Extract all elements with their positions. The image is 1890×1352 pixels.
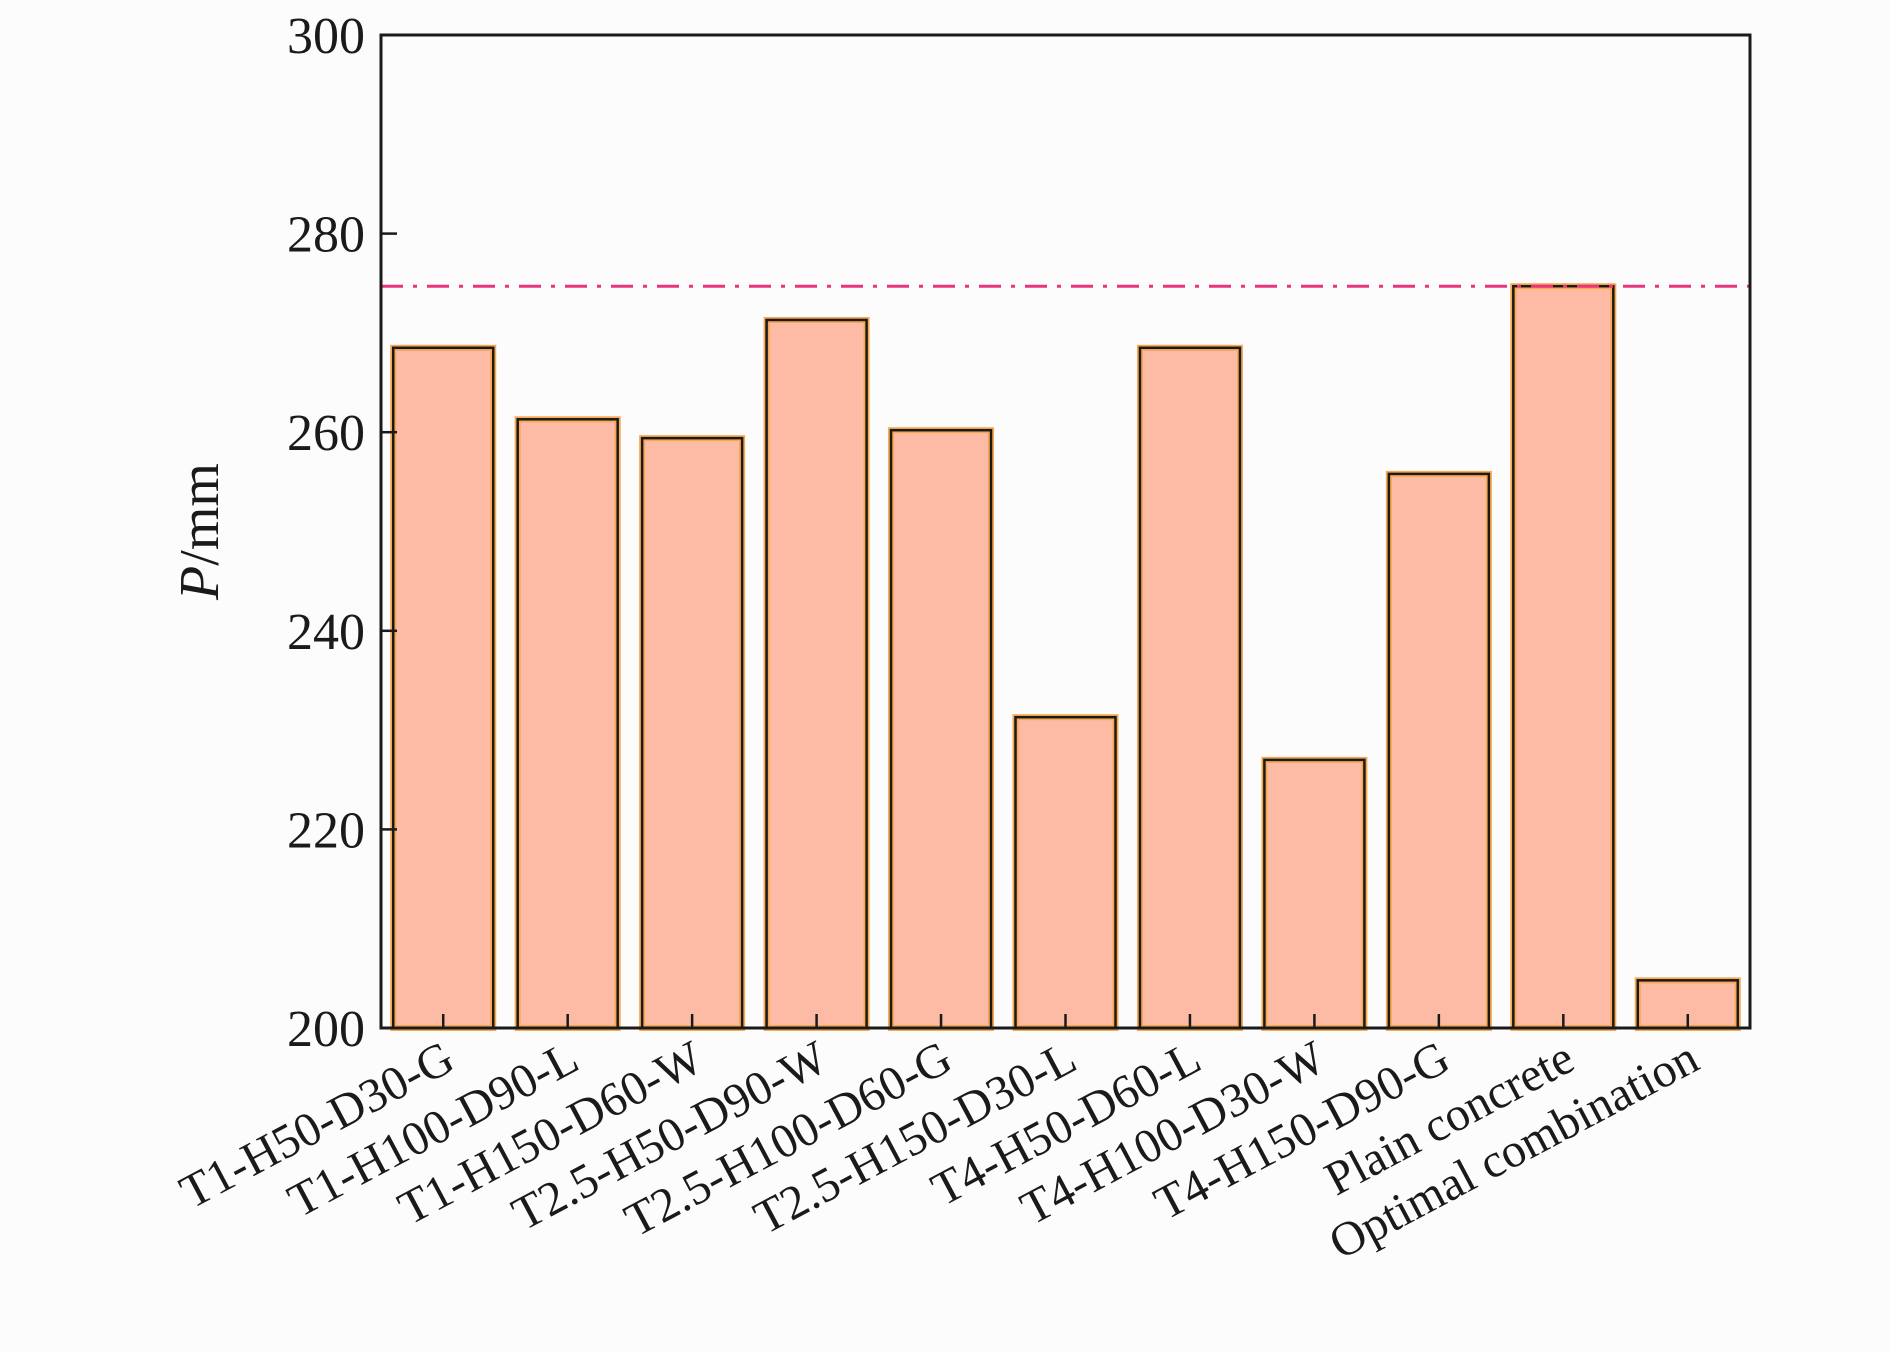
bar-fill bbox=[1136, 344, 1243, 1032]
bar-11 bbox=[1634, 977, 1741, 1031]
bar-fill bbox=[888, 427, 995, 1031]
plot-frame bbox=[379, 33, 1752, 1030]
bar-6 bbox=[1012, 714, 1119, 1031]
bar-7 bbox=[1136, 344, 1243, 1032]
y-tick-label: 300 bbox=[287, 8, 365, 65]
y-tick-label: 280 bbox=[287, 207, 365, 264]
y-axis-title: P/mm bbox=[169, 463, 231, 601]
bars bbox=[390, 283, 1741, 1032]
bar-fill bbox=[1261, 756, 1368, 1031]
y-tick-label: 200 bbox=[287, 1001, 365, 1058]
bar-fill bbox=[1510, 283, 1617, 1031]
y-tick-label: 240 bbox=[287, 604, 365, 661]
bar-fill bbox=[514, 416, 621, 1031]
bar-fill bbox=[639, 435, 746, 1031]
y-tick-label: 220 bbox=[287, 802, 365, 859]
bar-fill bbox=[390, 344, 497, 1032]
bar-2 bbox=[514, 416, 621, 1031]
bar-4 bbox=[763, 316, 870, 1031]
bar-fill bbox=[763, 316, 870, 1031]
y-axis-title-symbol: P bbox=[169, 566, 231, 601]
bar-8 bbox=[1261, 756, 1368, 1031]
bar-fill bbox=[1385, 470, 1492, 1031]
bar-5 bbox=[888, 427, 995, 1031]
y-axis-title-unit: /mm bbox=[169, 463, 231, 566]
y-tick-label: 260 bbox=[287, 405, 365, 462]
x-axis: T1-H50-D30-GT1-H100-D90-LT1-H150-D60-WT2… bbox=[172, 1031, 1707, 1270]
bar-3 bbox=[639, 435, 746, 1031]
bar-9 bbox=[1385, 470, 1492, 1031]
bar-1 bbox=[390, 344, 497, 1032]
bar-fill bbox=[1012, 714, 1119, 1031]
bar-10 bbox=[1510, 283, 1617, 1031]
y-axis: 200 220 240 260 280 300 bbox=[287, 8, 397, 1058]
